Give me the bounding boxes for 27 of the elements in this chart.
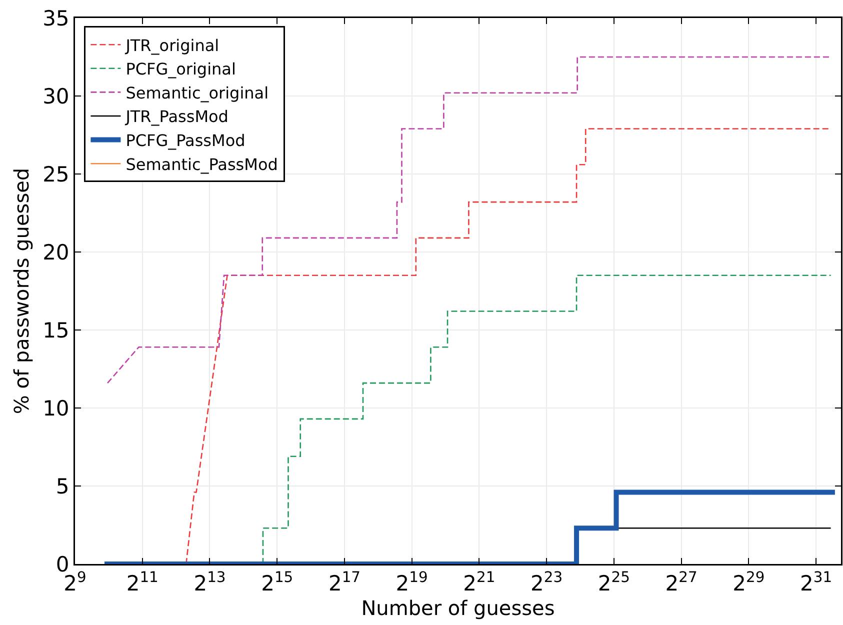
y-tick-label: 25: [42, 162, 70, 186]
y-tick-label: 35: [42, 6, 70, 30]
legend-label: JTR_PassMod: [124, 107, 228, 126]
x-tick-label: 2$^{11}$: [126, 568, 158, 596]
y-tick-label: 0: [56, 552, 70, 576]
x-tick-label: 2$^{25}$: [598, 568, 630, 596]
x-tick-label: 2$^{31}$: [800, 568, 832, 596]
legend-label: JTR_original: [124, 36, 220, 55]
y-tick-label: 30: [42, 84, 70, 108]
x-tick-label: 2$^{21}$: [463, 568, 496, 596]
x-tick-label: 2$^{27}$: [665, 568, 698, 596]
x-tick-label: 2$^{23}$: [530, 568, 563, 596]
y-axis-title: % of passwords guessed: [9, 168, 34, 414]
x-tick-label: 2$^{19}$: [396, 568, 428, 596]
legend-label: PCFG_original: [126, 60, 236, 79]
legend-label: Semantic_PassMod: [126, 154, 278, 174]
x-tick-label: 2$^{17}$: [328, 568, 361, 596]
y-tick-label: 5: [56, 474, 70, 498]
x-axis-title: Number of guesses: [361, 596, 555, 620]
y-tick-label: 10: [42, 396, 70, 420]
legend-label: Semantic_original: [126, 83, 269, 102]
legend-label: PCFG_PassMod: [126, 131, 246, 150]
y-tick-label: 20: [42, 240, 70, 264]
x-tick-label: 2$^{15}$: [261, 568, 294, 596]
x-tick-label: 2$^{29}$: [732, 568, 765, 596]
y-tick-label: 15: [42, 318, 70, 342]
x-tick-label: 2$^{13}$: [194, 568, 226, 596]
